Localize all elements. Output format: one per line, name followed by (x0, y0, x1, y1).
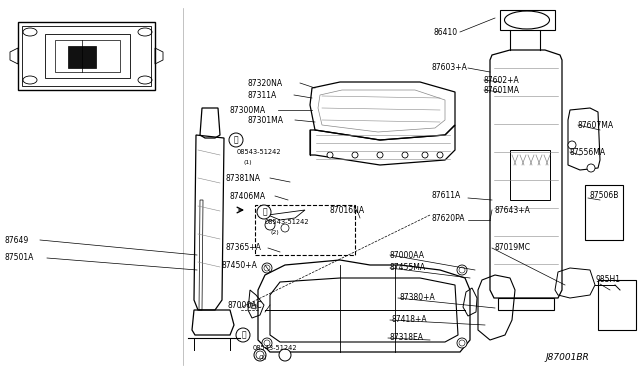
Text: 87649: 87649 (4, 235, 28, 244)
Circle shape (422, 152, 428, 158)
Circle shape (256, 351, 264, 359)
Text: 08543-51242: 08543-51242 (253, 345, 298, 351)
Text: 87556MA: 87556MA (570, 148, 606, 157)
Bar (598, 280, 636, 330)
Bar (255, 205, 355, 255)
Circle shape (229, 133, 243, 147)
Text: J87001BR: J87001BR (545, 353, 589, 362)
Text: (2): (2) (271, 230, 280, 234)
Text: 87000AC: 87000AC (228, 301, 262, 310)
Circle shape (279, 349, 291, 361)
Text: 87643+A: 87643+A (495, 205, 531, 215)
Text: Ⓢ: Ⓢ (242, 330, 246, 340)
Circle shape (254, 349, 266, 361)
Circle shape (587, 164, 595, 172)
Circle shape (236, 328, 250, 342)
Text: 87601MA: 87601MA (484, 86, 520, 94)
Circle shape (457, 265, 467, 275)
Circle shape (262, 338, 272, 348)
Circle shape (568, 141, 576, 149)
Text: 87620PA: 87620PA (432, 214, 465, 222)
Text: 87380+A: 87380+A (400, 294, 436, 302)
Text: 985H1: 985H1 (596, 276, 621, 285)
Circle shape (327, 152, 333, 158)
Text: 87381NA: 87381NA (225, 173, 260, 183)
Circle shape (437, 152, 443, 158)
Text: 87603+A: 87603+A (432, 62, 468, 71)
Circle shape (264, 340, 270, 346)
Text: 87300MA: 87300MA (230, 106, 266, 115)
Text: 08543-51242: 08543-51242 (237, 149, 282, 155)
Circle shape (352, 152, 358, 158)
Circle shape (459, 267, 465, 273)
Text: 87455MA: 87455MA (390, 263, 426, 273)
Text: Ⓢ: Ⓢ (262, 208, 268, 217)
Text: 87450+A: 87450+A (222, 260, 258, 269)
Text: 86410: 86410 (434, 28, 458, 36)
Text: (1): (1) (259, 356, 268, 360)
Text: 87320NA: 87320NA (247, 78, 282, 87)
Text: 87602+A: 87602+A (484, 76, 520, 84)
Text: 87365+A: 87365+A (225, 244, 261, 253)
Circle shape (457, 338, 467, 348)
Text: 87311A: 87311A (247, 90, 276, 99)
Circle shape (281, 224, 289, 232)
Text: 87418+A: 87418+A (392, 315, 428, 324)
Text: 87611A: 87611A (432, 190, 461, 199)
Circle shape (459, 340, 465, 346)
Text: 87406MA: 87406MA (230, 192, 266, 201)
Text: 87318EA: 87318EA (390, 334, 424, 343)
Text: 87501A: 87501A (4, 253, 33, 263)
Polygon shape (251, 303, 256, 309)
Text: 87607MA: 87607MA (578, 121, 614, 129)
Text: 87301MA: 87301MA (247, 115, 283, 125)
Circle shape (265, 220, 275, 230)
Circle shape (402, 152, 408, 158)
Text: 87016NA: 87016NA (330, 205, 365, 215)
Bar (585, 185, 623, 240)
Text: Ⓢ: Ⓢ (234, 135, 238, 144)
Text: 87506B: 87506B (590, 190, 620, 199)
Circle shape (257, 205, 271, 219)
Text: (1): (1) (243, 160, 252, 164)
Circle shape (377, 152, 383, 158)
Text: 87019MC: 87019MC (495, 244, 531, 253)
Circle shape (264, 265, 270, 271)
Bar (68, 46, 96, 68)
Circle shape (262, 263, 272, 273)
Text: 87000AA: 87000AA (390, 250, 425, 260)
Text: 08543-51242: 08543-51242 (265, 219, 310, 225)
